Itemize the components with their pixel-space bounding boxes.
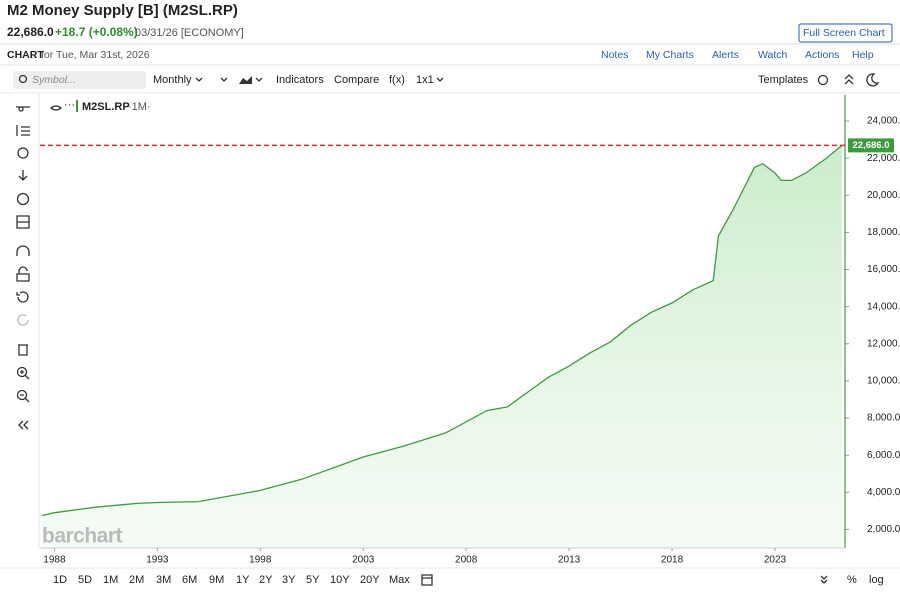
toolbar-item[interactable]: f(x)	[389, 74, 405, 86]
y-tick-label: 12,000.0	[867, 338, 900, 349]
tool-icon[interactable]	[16, 106, 30, 112]
legend-menu[interactable]: ···	[64, 99, 75, 111]
x-tick-label: 2008	[455, 555, 478, 566]
quote-date: 03/31/26 [ECONOMY]	[135, 27, 244, 39]
y-tick-label: 8,000.0	[867, 413, 900, 424]
full-screen-label[interactable]: Full Screen Chart	[803, 27, 885, 39]
tool-icon[interactable]	[20, 394, 30, 403]
tool-icon[interactable]	[16, 266, 30, 282]
toolbar-item[interactable]: 1x1	[416, 74, 434, 86]
tool-icon[interactable]	[18, 420, 29, 430]
area	[42, 145, 842, 548]
caret	[436, 77, 444, 82]
full-screen-button[interactable]	[798, 23, 893, 43]
last-value-badge	[848, 138, 894, 153]
theme-icon[interactable]	[866, 73, 880, 87]
y-tick-label: 24,000.0	[867, 116, 900, 127]
symbol-input[interactable]	[13, 71, 146, 89]
x-tick-label: 1988	[43, 555, 66, 566]
period-select[interactable]: Monthly	[153, 74, 192, 86]
price-change: +18.7 (+0.08%)	[55, 25, 138, 39]
toolbar-item[interactable]: Compare	[334, 74, 379, 86]
tool-icon[interactable]	[16, 215, 30, 229]
caret	[220, 77, 228, 82]
y-tick-label: 2,000.0	[867, 524, 900, 535]
expand-icon[interactable]	[820, 575, 828, 584]
log-toggle[interactable]: log	[869, 574, 884, 586]
menu-item[interactable]: Watch	[758, 49, 788, 61]
plot: 2,000.0 4,000.0 6,000.0 8,000.0 10,000.0 12,0…	[40, 95, 900, 566]
range-button[interactable]: 3Y	[282, 574, 296, 586]
range-button[interactable]: 2Y	[259, 574, 273, 586]
watermark: barchart	[42, 525, 123, 548]
last-price: 22,686.0	[7, 25, 54, 39]
caret	[195, 77, 203, 82]
legend-name: M2SL.RP	[82, 101, 130, 113]
settings-icon[interactable]	[817, 74, 829, 86]
visibility-icon[interactable]	[49, 105, 63, 111]
range-button[interactable]: 5D	[78, 574, 92, 586]
title: M2 Money Supply [B] (M2SL.RP)	[7, 2, 238, 19]
tool-icon[interactable]	[16, 291, 29, 303]
y-tick-label: 20,000.0	[867, 190, 900, 201]
x-tick-label: 2023	[764, 555, 787, 566]
legend-interval: ·1M·	[128, 101, 151, 113]
line	[41, 144, 843, 517]
menu-item[interactable]: Notes	[601, 49, 628, 61]
tool-icon[interactable]	[17, 314, 29, 326]
x-tick-label: 1998	[249, 555, 272, 566]
range-button[interactable]: 1M	[103, 574, 118, 586]
range-button[interactable]: 6M	[182, 574, 197, 586]
range-button[interactable]: Max	[389, 574, 410, 586]
range-button[interactable]: 1D	[53, 574, 67, 586]
menu-item[interactable]: Help	[852, 49, 874, 61]
x-tick-label: 1993	[146, 555, 169, 566]
calendar-icon[interactable]	[421, 574, 433, 586]
tool-icon[interactable]	[16, 366, 28, 378]
tool-icon[interactable]	[18, 170, 28, 181]
tool-icon[interactable]	[16, 245, 30, 256]
y-tick-label: 4,000.0	[867, 487, 900, 498]
tool-icon[interactable]	[16, 389, 28, 401]
collapse-icon[interactable]	[844, 74, 854, 85]
percent-toggle[interactable]: %	[847, 574, 857, 586]
last-value-label: 22,686.0	[853, 140, 890, 151]
toolbar-item[interactable]: Indicators	[276, 74, 324, 86]
tool-icon[interactable]	[17, 147, 29, 159]
y-tick-label: 14,000.0	[867, 301, 900, 312]
x-tick-label: 2013	[558, 555, 581, 566]
chart-label: CHART	[7, 49, 44, 61]
tool-icon[interactable]	[16, 192, 30, 206]
tool-icon[interactable]	[20, 370, 30, 380]
templates-button[interactable]: Templates	[758, 74, 809, 86]
y-tick-label: 16,000.0	[867, 264, 900, 275]
tool-icon[interactable]	[18, 344, 28, 356]
y-tick-label: 18,000.0	[867, 227, 900, 238]
chart-date: for Tue, Mar 31st, 2026	[41, 49, 150, 61]
range-button[interactable]: 3M	[156, 574, 171, 586]
range-button[interactable]: 1Y	[236, 574, 250, 586]
x-tick-label: 2018	[661, 555, 684, 566]
tool-icon[interactable]	[16, 125, 30, 136]
symbol-placeholder[interactable]: Symbol...	[32, 74, 76, 86]
menu-item[interactable]: Actions	[805, 49, 839, 61]
range-button[interactable]: 2M	[129, 574, 144, 586]
range-button[interactable]: 10Y	[330, 574, 350, 586]
caret	[255, 77, 263, 82]
range-button[interactable]: 9M	[209, 574, 224, 586]
search-icon	[18, 74, 28, 84]
chart-type-icon[interactable]	[239, 76, 252, 84]
x-tick-label: 2003	[352, 555, 375, 566]
range-button[interactable]: 20Y	[360, 574, 380, 586]
legend-swatch	[76, 100, 78, 112]
y-tick-label: 6,000.0	[867, 450, 900, 461]
y-tick-label: 22,000.0	[867, 153, 900, 164]
menu-item[interactable]: My Charts	[646, 49, 694, 61]
range-button[interactable]: 5Y	[306, 574, 320, 586]
y-tick-label: 10,000.0	[867, 376, 900, 387]
drawing-tools	[16, 106, 30, 430]
menu-item[interactable]: Alerts	[712, 49, 739, 61]
